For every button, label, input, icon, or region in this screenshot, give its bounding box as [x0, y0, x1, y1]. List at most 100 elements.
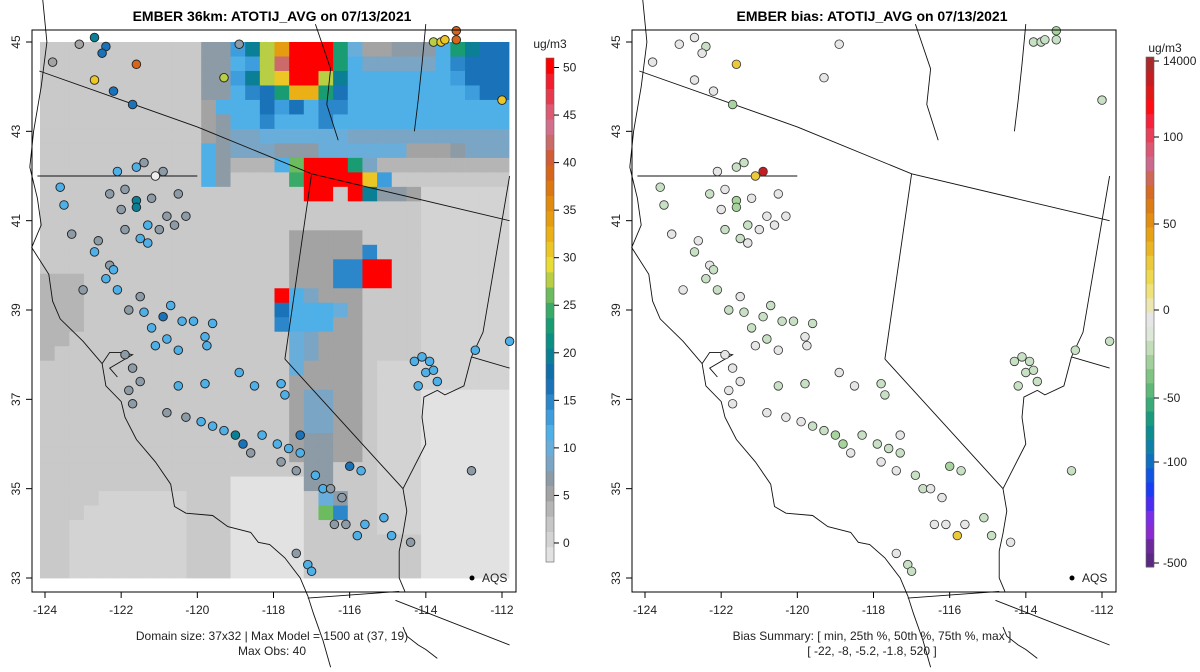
grid-cell — [391, 143, 407, 159]
grid-cell — [494, 157, 510, 173]
grid-cell — [98, 128, 114, 144]
grid-cell — [69, 331, 85, 347]
obs-point — [116, 204, 126, 215]
grid-cell — [318, 447, 334, 463]
bias-point — [937, 492, 947, 503]
grid-cell — [69, 201, 85, 217]
grid-cell — [259, 520, 275, 535]
grid-cell — [201, 244, 217, 260]
grid-cell — [40, 186, 56, 202]
obs-point — [150, 171, 161, 181]
bias-point — [788, 316, 799, 326]
grid-cell — [362, 317, 378, 333]
grid-cell — [201, 360, 217, 376]
obs-point — [143, 238, 153, 248]
grid-cell — [289, 259, 305, 275]
right-panel: EMBER bias: ATOTIJ_AVG on 07/13/2021 -12… — [609, 0, 1197, 668]
grid-cell — [201, 42, 217, 57]
right-colorbar-swatch — [1146, 198, 1154, 214]
grid-cell — [98, 288, 114, 304]
grid-cell — [289, 70, 305, 86]
grid-cell — [54, 70, 70, 86]
grid-cell — [69, 346, 85, 362]
grid-cell — [421, 534, 437, 550]
obs-point — [173, 189, 184, 199]
grid-cell — [98, 317, 114, 333]
grid-cell — [54, 447, 70, 463]
right-colorbar-swatch — [1146, 227, 1154, 242]
grid-cell — [435, 288, 451, 304]
grid-cell — [230, 201, 246, 217]
grid-cell — [157, 42, 173, 57]
grid-cell — [259, 215, 275, 231]
bias-point — [750, 341, 761, 351]
grid-cell — [450, 476, 466, 492]
grid-cell — [479, 215, 495, 231]
bias-point — [735, 376, 745, 387]
grid-cell — [127, 563, 143, 579]
grid-cell — [215, 128, 231, 144]
left-colorbar-label: 40 — [563, 156, 577, 170]
obs-point — [108, 86, 119, 96]
obs-point — [352, 530, 363, 541]
grid-cell — [171, 56, 187, 72]
right-colorbar-label: 0 — [1163, 303, 1170, 317]
right-colorbar-swatch — [1146, 453, 1154, 469]
grid-cell — [450, 85, 466, 101]
grid-cell — [362, 360, 378, 376]
left-annotation-1: Domain size: 37x32 | Max Model = 1500 at… — [136, 629, 408, 643]
obs-point — [295, 448, 305, 458]
bias-point — [979, 513, 989, 523]
grid-cell — [157, 56, 173, 72]
obs-point — [386, 530, 397, 541]
left-colorbar-swatch — [546, 516, 554, 532]
grid-cell — [83, 505, 100, 521]
grid-cell — [157, 85, 173, 101]
grid-cell — [113, 491, 129, 506]
grid-cell — [83, 317, 100, 333]
grid-cell — [377, 186, 393, 202]
grid-cell — [230, 302, 246, 318]
grid-cell — [494, 85, 510, 101]
grid-cell — [113, 128, 129, 144]
grid-cell — [215, 549, 231, 564]
grid-cell — [201, 85, 217, 101]
grid-cell — [494, 346, 510, 362]
grid-cell — [98, 201, 114, 217]
grid-cell — [54, 157, 70, 173]
grid-cell — [69, 563, 85, 579]
right-colorbar-swatch — [1146, 524, 1154, 540]
grid-cell — [318, 244, 334, 260]
grid-cell — [377, 114, 393, 130]
left-colorbar-swatch — [546, 455, 554, 471]
bias-point — [1070, 345, 1081, 355]
grid-cell — [40, 331, 56, 347]
grid-cell — [245, 520, 261, 535]
grid-cell — [289, 288, 305, 304]
right-colorbar-swatch — [1146, 170, 1154, 185]
grid-cell — [435, 143, 451, 159]
grid-cell — [230, 462, 246, 477]
grid-cell — [245, 70, 261, 86]
grid-cell — [347, 491, 363, 506]
bias-point — [857, 430, 867, 440]
model-grid — [40, 42, 510, 579]
grid-cell — [245, 476, 261, 492]
grid-cell — [479, 491, 495, 506]
grid-cell — [391, 302, 407, 318]
right-x-tick-label: -118 — [862, 603, 885, 617]
obs-point — [162, 211, 172, 221]
obs-point — [108, 265, 119, 275]
obs-point — [127, 363, 138, 373]
left-y-tick-label: 37 — [9, 392, 23, 406]
grid-cell — [201, 302, 217, 318]
grid-cell — [377, 433, 393, 449]
grid-cell — [421, 462, 437, 477]
grid-cell — [186, 520, 202, 535]
grid-cell — [347, 273, 363, 289]
grid-cell — [230, 447, 246, 463]
grid-cell — [245, 201, 261, 217]
grid-cell — [54, 549, 70, 564]
grid-cell — [377, 56, 393, 72]
bias-point — [872, 439, 883, 449]
